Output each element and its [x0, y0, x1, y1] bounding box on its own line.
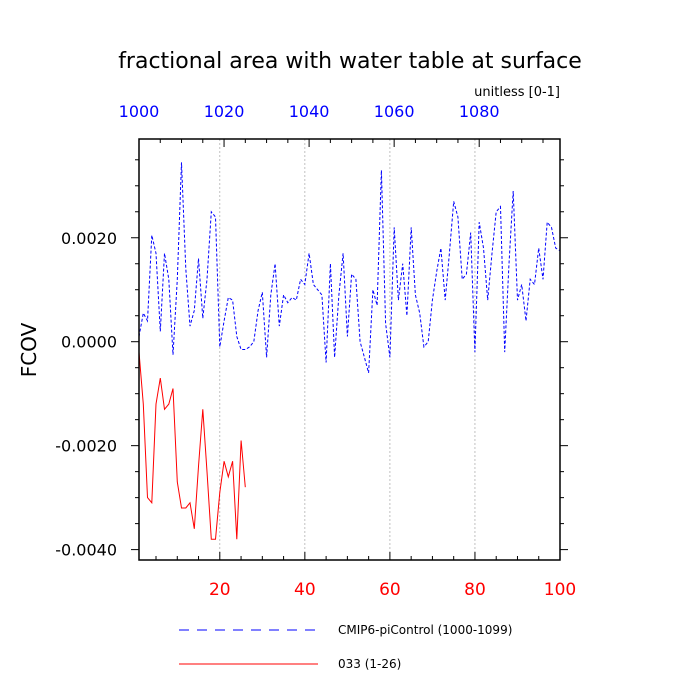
y-tick-label: 0.0020 [61, 229, 117, 248]
chart-title: fractional area with water table at surf… [118, 49, 582, 74]
x-tick-label-bottom: 60 [379, 580, 401, 600]
x-tick-label-bottom: 20 [209, 580, 231, 600]
series-group [138, 162, 561, 540]
series-line-1 [138, 162, 561, 374]
y-tick-label: -0.0020 [55, 437, 117, 456]
units-label: unitless [0-1] [474, 85, 560, 100]
x-tick-label-top: 1060 [374, 102, 415, 121]
tick-marks [131, 139, 568, 560]
legend-label-1: CMIP6-piControl (1000-1099) [338, 623, 512, 637]
x-tick-label-top: 1080 [459, 102, 500, 121]
x-tick-label-top: 1040 [289, 102, 330, 121]
x-tick-label-bottom: 80 [464, 580, 486, 600]
x-tick-label-bottom: 100 [544, 580, 576, 600]
x-tick-label-top: 1000 [119, 102, 160, 121]
y-axis-label: FCOV [17, 322, 41, 377]
y-tick-label: 0.0000 [61, 333, 117, 352]
plot-frame [138, 138, 561, 561]
legend: CMIP6-piControl (1000-1099) 033 (1-26) [179, 623, 512, 671]
series-line-2 [138, 352, 246, 540]
grid-lines [219, 139, 476, 560]
x-tick-label-bottom: 40 [294, 580, 316, 600]
tick-labels: 20 40 60 80 100 1000 1020 1040 1060 1080 0.0020 0.0… [55, 102, 576, 600]
y-tick-label: -0.0040 [55, 541, 117, 560]
legend-label-2: 033 (1-26) [338, 657, 401, 671]
x-tick-label-top: 1020 [204, 102, 245, 121]
